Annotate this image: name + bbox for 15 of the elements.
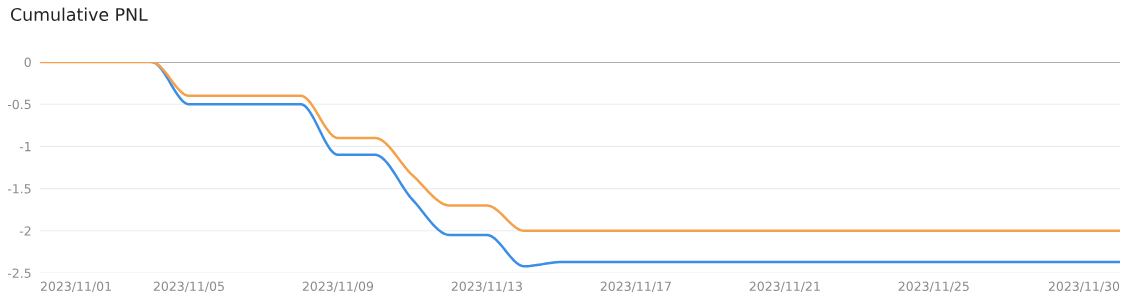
x-tick-label: 2023/11/13 [451,281,522,292]
y-tick-label: 0 [24,57,31,67]
x-tick-label: 2023/11/09 [302,281,374,292]
y-tick-label: -2 [19,226,31,236]
x-tick-label: 2023/11/05 [153,281,224,292]
x-tick-label: 2023/11/21 [749,281,820,292]
x-tick-label: 2023/11/01 [40,281,111,292]
x-tick-label: 2023/11/25 [898,281,969,292]
y-tick-label: -1 [19,142,31,152]
y-tick-label: -0.5 [7,99,31,110]
chart-title: Cumulative PNL [10,7,148,22]
x-tick-label: 2023/11/30 [1048,281,1120,292]
y-tick-label: -2.5 [7,268,31,278]
x-tick-label: 2023/11/17 [600,281,671,292]
y-tick-label: -1.5 [7,184,31,194]
